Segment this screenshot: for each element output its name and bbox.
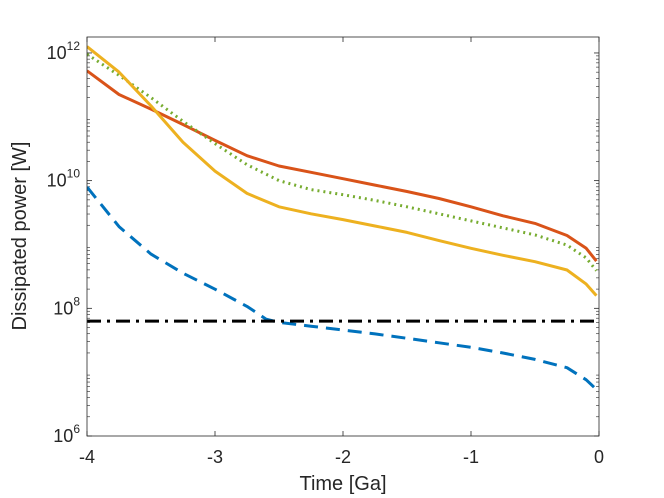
series-line-red-solid bbox=[87, 69, 598, 263]
series-layer bbox=[87, 45, 599, 391]
plot-area-background bbox=[87, 37, 599, 436]
x-tick-label: -2 bbox=[335, 447, 351, 467]
x-axis-label: Time [Ga] bbox=[299, 473, 386, 495]
x-tick-label: -3 bbox=[207, 447, 223, 467]
y-tick-label: 108 bbox=[53, 294, 80, 318]
y-tick-label: 1010 bbox=[47, 167, 81, 191]
x-tick-label: -4 bbox=[79, 447, 95, 467]
x-tick-label: -1 bbox=[463, 447, 479, 467]
y-tick-label: 1012 bbox=[47, 39, 81, 63]
y-axis-label: Dissipated power [W] bbox=[9, 142, 31, 331]
series-line-green-dotted bbox=[87, 52, 598, 272]
x-tick-label: 0 bbox=[594, 447, 604, 467]
y-tick-label: 106 bbox=[53, 422, 80, 446]
series-line-blue-dashed bbox=[87, 186, 598, 391]
series-line-yellow-solid bbox=[87, 45, 598, 297]
plot-box bbox=[86, 36, 600, 437]
